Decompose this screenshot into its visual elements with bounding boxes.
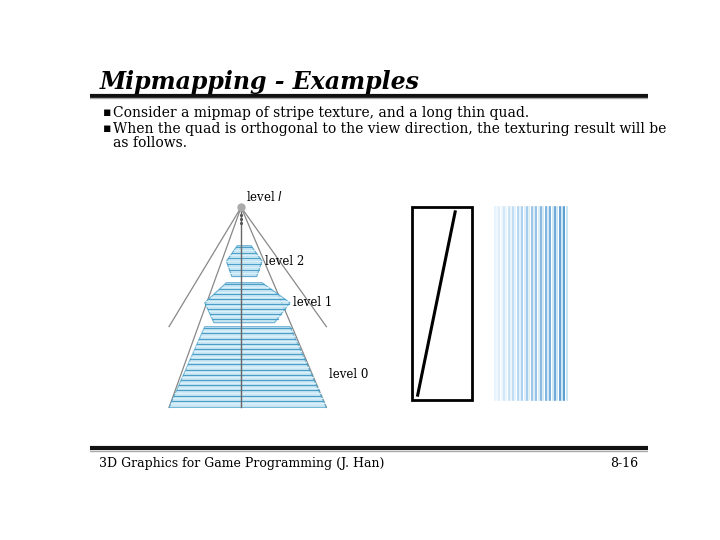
Text: Consider a mipmap of stripe texture, and a long thin quad.: Consider a mipmap of stripe texture, and… — [113, 105, 529, 119]
Polygon shape — [169, 327, 326, 408]
Text: level 0: level 0 — [330, 368, 369, 381]
Text: ▪: ▪ — [102, 106, 111, 119]
Text: 3D Graphics for Game Programming (J. Han): 3D Graphics for Game Programming (J. Han… — [99, 457, 384, 470]
Bar — [495, 207, 569, 400]
Text: When the quad is orthogonal to the view direction, the texturing result will be: When the quad is orthogonal to the view … — [113, 122, 667, 136]
Text: Mipmapping - Examples: Mipmapping - Examples — [99, 70, 419, 94]
Bar — [412, 207, 472, 400]
Text: 8-16: 8-16 — [611, 457, 639, 470]
Text: level 1: level 1 — [293, 296, 333, 309]
Text: level 2: level 2 — [265, 255, 305, 268]
Polygon shape — [204, 283, 290, 323]
Text: level $l$: level $l$ — [246, 190, 283, 204]
Text: ▪: ▪ — [102, 122, 111, 135]
Text: as follows.: as follows. — [113, 136, 187, 150]
Polygon shape — [226, 246, 262, 276]
